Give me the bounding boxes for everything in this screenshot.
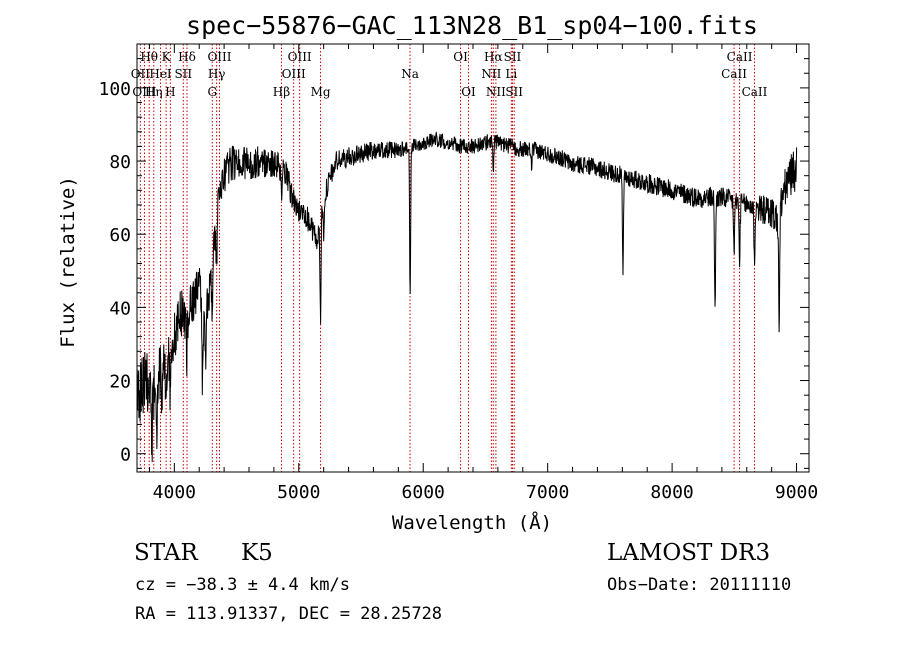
spectral-line-label: OIII (282, 67, 306, 81)
spectral-line-label: G (207, 85, 217, 99)
y-tick-label: 40 (109, 298, 131, 319)
spectral-line-label: SII (174, 67, 192, 81)
spectral-line-label: CaII (727, 50, 753, 64)
spectral-line-label: OII (131, 67, 151, 81)
spectral-line-labels: Hθ OII OIII K HeI Hη Hδ SII H OIII Hγ G OIII OIII Hβ Mg… (131, 50, 768, 99)
object-subclass: K5 (241, 540, 273, 566)
spectral-line-label: OI (453, 50, 468, 64)
y-axis-label: Flux (relative) (57, 176, 79, 348)
y-tick-label: 60 (109, 225, 131, 246)
spectrum-trace (136, 131, 798, 463)
survey-name: LAMOST DR3 (607, 540, 770, 566)
spectral-line-label: Hδ (178, 50, 196, 64)
x-tick-label: 4000 (153, 482, 196, 503)
spectral-line-label: OIII (132, 85, 156, 99)
spectral-line-label: OIII (288, 50, 312, 64)
x-tick-label: 5000 (277, 482, 320, 503)
spectral-line-label: Hβ (273, 85, 290, 99)
y-tick-label: 20 (109, 372, 131, 393)
y-axis-ticks: 0 20 40 60 80 100 (98, 58, 809, 469)
spectral-line-label: Mg (311, 85, 331, 99)
y-tick-label: 0 (120, 445, 131, 466)
x-tick-label: 8000 (650, 482, 693, 503)
spectral-line-label: Hα (484, 50, 503, 64)
spectral-line-label: HeI (149, 67, 172, 81)
observation-date: Obs−Date: 20111110 (607, 575, 791, 595)
x-tick-label: 9000 (775, 482, 818, 503)
object-class: STAR (134, 540, 198, 566)
spectral-line-label: Hθ (140, 50, 158, 64)
y-tick-label: 100 (98, 79, 131, 100)
plot-frame (136, 43, 810, 473)
spectral-line-label: Li (505, 67, 517, 81)
x-axis-ticks: 4000 5000 6000 7000 8000 9000 (148, 44, 818, 503)
x-tick-label: 6000 (402, 482, 445, 503)
x-axis-label: Wavelength (Å) (392, 511, 552, 534)
spectral-line-label: H (165, 85, 175, 99)
spectral-line-label: K (162, 50, 172, 64)
spectral-line-label: CaII (742, 85, 768, 99)
redshift-velocity: cz = −38.3 ± 4.4 km/s (135, 575, 350, 595)
spectral-line-label: OI (461, 85, 476, 99)
spectral-line-label: CaII (721, 67, 747, 81)
spectral-line-label: Hγ (208, 67, 226, 81)
spectral-line-label: NII (481, 67, 501, 81)
spectral-line-markers (139, 44, 755, 472)
chart-title: spec−55876−GAC_113N28_B1_sp04−100.fits (186, 11, 758, 40)
y-tick-label: 80 (109, 152, 131, 173)
sky-coordinates: RA = 113.91337, DEC = 28.25728 (135, 604, 442, 624)
x-tick-label: 7000 (526, 482, 569, 503)
spectral-line-label: SII (504, 50, 522, 64)
spectral-line-label: Na (401, 67, 419, 81)
spectral-line-label: OIII (207, 50, 231, 64)
spectral-line-label: Hη (145, 85, 163, 99)
spectral-line-label: SII (505, 85, 523, 99)
spectral-line-label: NII (486, 85, 506, 99)
